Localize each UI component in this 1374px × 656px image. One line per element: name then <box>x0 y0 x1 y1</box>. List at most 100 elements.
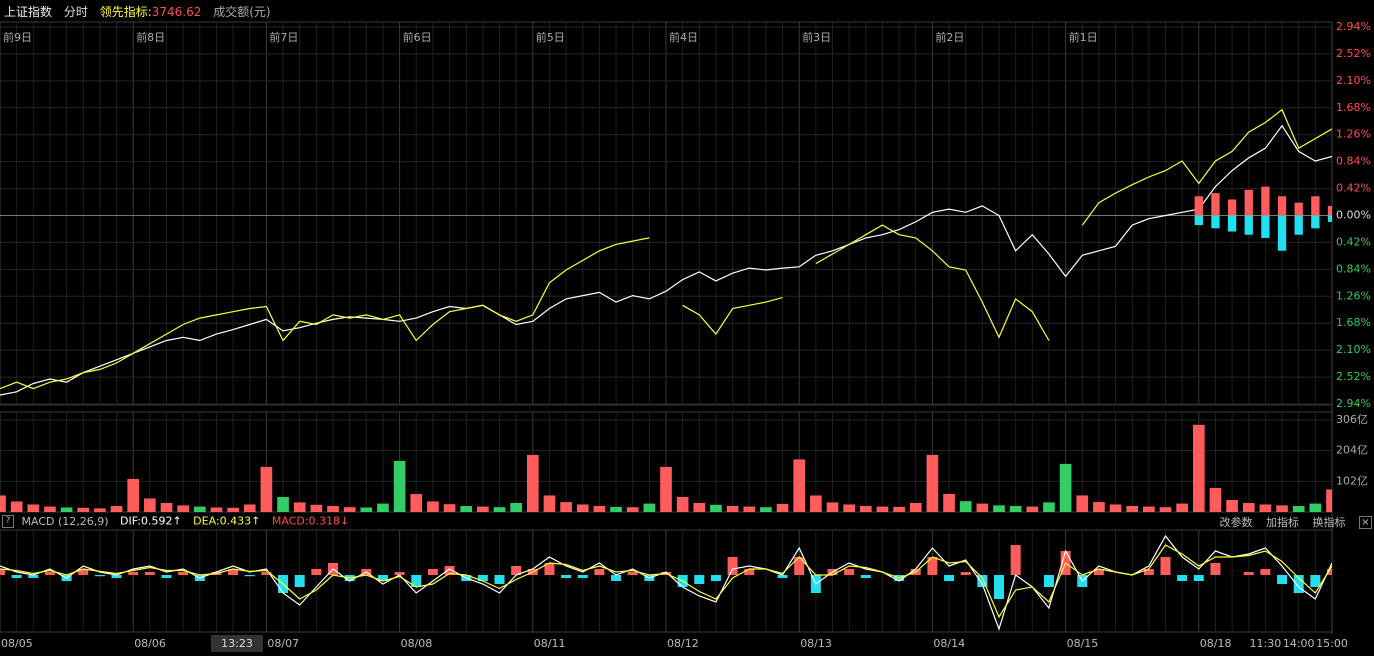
y-tick-label: 2.94% <box>1336 397 1371 410</box>
bar <box>444 566 455 575</box>
macd-arrow: ↓ <box>340 514 350 528</box>
close-button[interactable]: × <box>1359 515 1372 529</box>
mode-tab[interactable]: 分时 <box>63 5 88 19</box>
volume-bar <box>1059 463 1072 512</box>
bar <box>777 575 788 578</box>
bar <box>1261 186 1270 216</box>
bar <box>594 569 605 575</box>
bar <box>794 557 805 575</box>
dea-arrow: ↑ <box>251 514 261 528</box>
bar <box>1277 575 1288 584</box>
volume-bar <box>227 507 239 512</box>
y-tick-label: 204亿 <box>1336 444 1368 457</box>
volume-bar <box>993 505 1005 512</box>
volume-bar <box>726 505 739 512</box>
volume-bar <box>543 495 556 512</box>
volume-bar <box>177 505 189 512</box>
bar <box>44 572 55 575</box>
bar <box>494 575 505 584</box>
volume-bar <box>859 505 872 512</box>
volume-bar <box>1143 506 1155 512</box>
bar <box>394 572 405 575</box>
volume-bar <box>1009 505 1022 512</box>
bar <box>1194 215 1203 226</box>
volume-bar <box>843 504 855 512</box>
y-tick-label: 2.94% <box>1336 20 1371 33</box>
edit-params-button[interactable]: 改参数 <box>1219 516 1253 529</box>
x-tick-label: 15:00 <box>1316 637 1348 650</box>
x-tick-label: 08/12 <box>667 637 699 650</box>
bar <box>11 575 22 578</box>
switch-indicator-button[interactable]: 换指标 <box>1312 516 1346 529</box>
help-button[interactable]: ? <box>2 514 14 528</box>
add-indicator-button[interactable]: 加指标 <box>1266 516 1299 529</box>
volume-bar <box>1192 424 1205 512</box>
volume-bar <box>1209 487 1222 512</box>
bar <box>1227 215 1237 232</box>
bar <box>994 575 1004 599</box>
y-tick-label: 102亿 <box>1336 474 1368 487</box>
bar <box>1043 575 1054 587</box>
volume-bar <box>1176 503 1188 512</box>
y-tick-label: 306亿 <box>1336 413 1368 426</box>
volume-bar <box>277 496 289 512</box>
bar <box>860 575 871 578</box>
volume-bar <box>776 503 789 512</box>
day-label: 前1日 <box>1069 30 1098 44</box>
bar <box>1244 215 1253 235</box>
volume-bar <box>1043 502 1055 512</box>
volume-bar <box>60 507 73 512</box>
series-line <box>0 108 1332 390</box>
bar <box>144 572 155 575</box>
x-tick-label: 08/07 <box>267 637 299 650</box>
bar <box>0 569 5 575</box>
bar <box>294 575 305 587</box>
volume-bar <box>1226 499 1238 512</box>
volume-bar <box>876 506 889 512</box>
volume-bar <box>1326 489 1332 512</box>
bar <box>1210 563 1221 575</box>
macd-value: 0.318 <box>308 514 341 528</box>
volume-bar <box>626 507 639 512</box>
volume-bar <box>293 502 306 512</box>
y-tick-label: 0.42% <box>1336 235 1371 248</box>
bar <box>411 575 422 587</box>
volume-bar <box>410 493 423 512</box>
volume-bar <box>477 506 489 512</box>
volume-bar <box>110 505 123 512</box>
volume-bar <box>893 506 905 512</box>
bar <box>161 575 172 578</box>
volume-bar <box>377 503 389 512</box>
volume-bar <box>360 507 373 512</box>
series-line <box>0 534 1332 631</box>
volume-bar <box>926 454 939 512</box>
bar <box>1310 575 1321 587</box>
volume-bar <box>593 505 606 512</box>
day-label: 前6日 <box>403 30 432 44</box>
day-label: 前9日 <box>3 30 32 44</box>
volume-bar <box>1026 506 1039 512</box>
volume-bar <box>1093 502 1105 512</box>
bar <box>78 569 89 575</box>
macd-title: MACD (12,26,9) <box>21 514 109 528</box>
day-label: 前8日 <box>136 30 165 44</box>
y-tick-label: 0.00% <box>1336 209 1371 222</box>
bar <box>577 575 588 578</box>
bar <box>1211 193 1220 216</box>
bar <box>960 572 971 575</box>
bar <box>544 563 555 575</box>
x-tick-label: 08/08 <box>401 637 433 650</box>
day-label: 前2日 <box>935 30 964 44</box>
bar <box>744 569 755 575</box>
volume-label: 成交额(元) <box>213 5 271 19</box>
volume-bar <box>343 507 356 512</box>
dif-label: DIF: <box>120 514 141 528</box>
volume-bar <box>160 502 173 512</box>
bar <box>944 575 955 581</box>
x-tick-label: 08/13 <box>800 637 832 650</box>
volume-bar <box>743 506 756 512</box>
bar <box>611 575 622 581</box>
volume-bar <box>327 505 339 512</box>
